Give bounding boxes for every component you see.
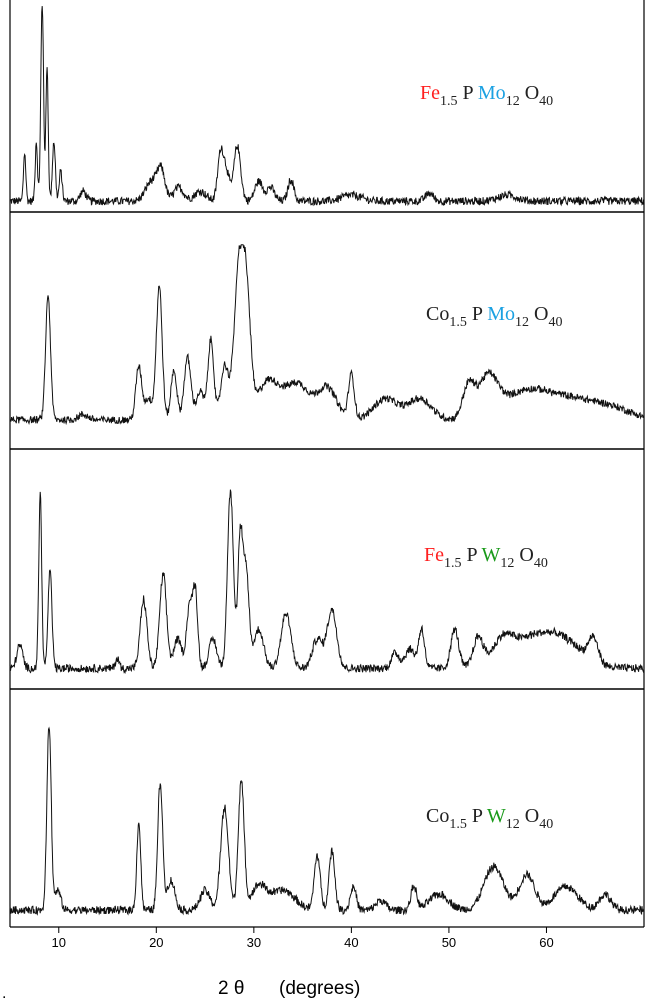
label-addenda: W [482, 544, 501, 566]
formula-label-1: Fe1.5 P Mo12 O40 [420, 82, 553, 109]
label-phosphorus: P [462, 544, 482, 566]
x-tick-label-40: 40 [344, 935, 358, 950]
x-axis-label: 2 θ (degrees) [218, 978, 360, 999]
x-tick-label-60: 60 [539, 935, 553, 950]
label-metal: Co [426, 303, 449, 325]
label-metal: Fe [424, 544, 444, 566]
label-metal-subscript: 1.5 [449, 817, 467, 832]
panel-frame [9, 0, 645, 928]
label-addenda: W [487, 805, 506, 827]
label-oxygen: O [520, 805, 539, 827]
xrd-trace-3 [9, 489, 645, 675]
xrd-trace-1 [9, 6, 645, 207]
trace-layer [9, 6, 645, 916]
label-phosphorus: P [467, 303, 487, 325]
label-phosphorus: P [458, 82, 478, 104]
label-phosphorus: P [467, 805, 487, 827]
formula-label-3: Fe1.5 P W12 O40 [424, 544, 548, 571]
x-axis-label-unit: (degrees) [279, 978, 360, 999]
label-oxygen-subscript: 40 [548, 315, 562, 330]
left-mark: . [2, 985, 6, 1000]
xrd-trace-4 [9, 726, 645, 916]
label-addenda-subscript: 12 [506, 817, 520, 832]
label-oxygen: O [529, 303, 548, 325]
formula-label-2: Co1.5 P Mo12 O40 [426, 303, 562, 330]
label-addenda: Mo [478, 82, 506, 104]
xrd-trace-2 [9, 244, 645, 426]
label-oxygen: O [520, 82, 539, 104]
label-oxygen-subscript: 40 [539, 817, 553, 832]
label-metal: Fe [420, 82, 440, 104]
formula-label-4: Co1.5 P W12 O40 [426, 805, 553, 832]
x-tick-label-10: 10 [52, 935, 66, 950]
label-metal-subscript: 1.5 [440, 94, 458, 109]
x-tick-label-20: 20 [149, 935, 163, 950]
x-axis: 10 20 30 40 50 60 [52, 927, 554, 950]
label-metal: Co [426, 805, 449, 827]
label-addenda-subscript: 12 [515, 315, 529, 330]
label-addenda: Mo [487, 303, 515, 325]
x-axis-label-symbol: 2 θ [218, 978, 244, 999]
label-metal-subscript: 1.5 [444, 556, 462, 571]
label-metal-subscript: 1.5 [449, 315, 467, 330]
label-oxygen-subscript: 40 [539, 94, 553, 109]
label-oxygen: O [514, 544, 533, 566]
label-addenda-subscript: 12 [500, 556, 514, 571]
label-addenda-subscript: 12 [506, 94, 520, 109]
label-oxygen-subscript: 40 [534, 556, 548, 571]
x-tick-label-30: 30 [247, 935, 261, 950]
x-tick-label-50: 50 [442, 935, 456, 950]
